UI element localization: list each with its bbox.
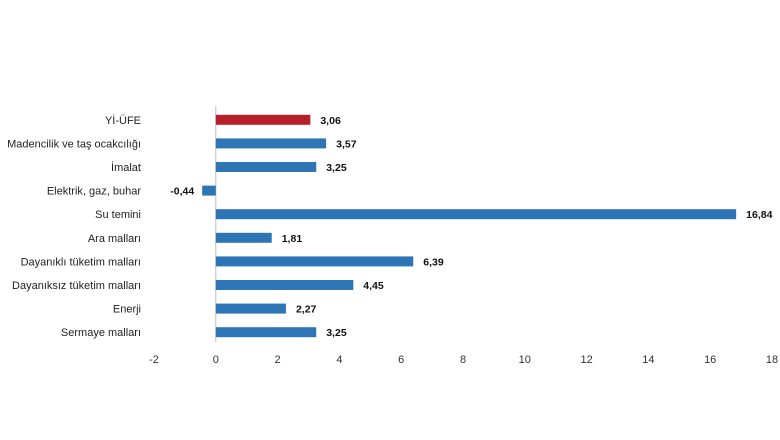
x-tick-label: 0 <box>213 354 219 366</box>
value-label: 6,39 <box>423 256 444 268</box>
value-label: 3,25 <box>326 162 347 174</box>
category-label: Dayanıksız tüketim malları <box>12 280 141 292</box>
bar <box>215 162 317 172</box>
x-tick-label: 12 <box>580 354 592 366</box>
bar <box>215 114 311 125</box>
category-label: İmalat <box>111 161 141 174</box>
bar <box>215 209 737 220</box>
bars-layer <box>202 114 737 338</box>
tick-labels-layer: -2 0 2 4 6 8 10 12 14 16 18 <box>149 354 778 366</box>
x-tick-label: 16 <box>704 354 716 366</box>
category-labels-layer: Yİ-ÜFE Madencilik ve taş ocakcılığı İmalat… <box>7 114 141 339</box>
category-label: Elektrik, gaz, buhar <box>47 186 141 198</box>
value-label: 4,45 <box>363 280 384 292</box>
bar <box>215 327 317 338</box>
x-tick-label: 10 <box>519 354 531 366</box>
category-label: Enerji <box>113 304 141 316</box>
value-label: 2,27 <box>296 304 317 316</box>
category-label: Ara malları <box>88 233 141 245</box>
category-label: Dayanıklı tüketim malları <box>21 256 141 268</box>
x-tick-label: 6 <box>398 354 404 366</box>
category-label: Yİ-ÜFE <box>105 114 141 127</box>
bar <box>215 232 272 243</box>
bar <box>215 303 286 314</box>
value-label: -0,44 <box>170 186 194 198</box>
value-label: 3,25 <box>326 327 347 339</box>
x-tick-label: 2 <box>275 354 281 366</box>
bar <box>215 280 354 290</box>
bar <box>215 138 327 149</box>
category-label: Madencilik ve taş ocakcılığı <box>7 138 141 150</box>
x-tick-label: 14 <box>642 354 654 366</box>
value-labels-layer: 3,06 3,57 3,25 -0,44 16,84 1,81 6,39 4,45 2,27 3,… <box>170 115 772 339</box>
bar <box>202 185 216 196</box>
value-label: 3,57 <box>336 138 357 150</box>
bar <box>215 256 414 267</box>
x-tick-label: 18 <box>766 354 778 366</box>
x-tick-label: 8 <box>460 354 466 366</box>
value-label: 1,81 <box>282 233 303 245</box>
category-label: Sermaye malları <box>61 327 141 339</box>
category-label: Su temini <box>95 209 141 221</box>
value-label: 3,06 <box>320 115 341 127</box>
x-tick-label: -2 <box>149 354 159 366</box>
x-tick-label: 4 <box>336 354 342 366</box>
value-label: 16,84 <box>746 209 772 221</box>
